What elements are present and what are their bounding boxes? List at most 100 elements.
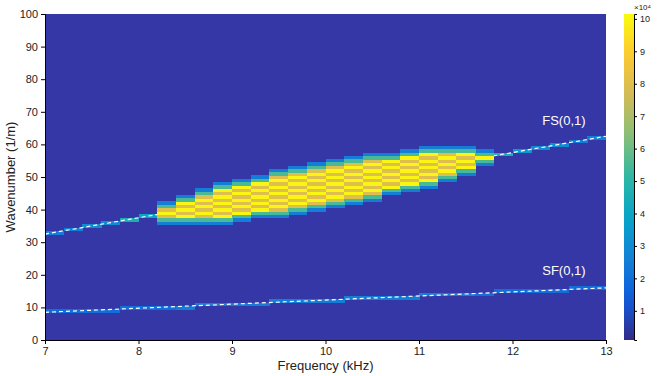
heatmap-cell xyxy=(419,162,438,166)
tick-mark xyxy=(41,47,45,48)
tick-label: 13 xyxy=(600,345,612,357)
heatmap-cell xyxy=(400,172,419,176)
heatmap-cell xyxy=(456,149,475,153)
heatmap-cell xyxy=(307,172,326,176)
heatmap-cell xyxy=(419,172,438,176)
heatmap-cell xyxy=(213,198,232,202)
tick-mark xyxy=(634,84,637,85)
tick: 1 xyxy=(634,306,645,316)
tick: 3 xyxy=(634,241,645,251)
heatmap-cell xyxy=(363,182,382,186)
tick-label: 10 xyxy=(640,14,650,24)
heatmap-cell xyxy=(157,201,176,205)
heatmap-cell xyxy=(438,162,457,166)
heatmap-cell xyxy=(307,201,326,205)
heatmap-cell xyxy=(438,159,457,163)
tick: 50 xyxy=(26,171,45,183)
heatmap-cell xyxy=(400,159,419,163)
heatmap-cell xyxy=(475,153,494,157)
tick: 12 xyxy=(507,340,519,357)
tick-mark xyxy=(634,51,637,52)
heatmap-cell xyxy=(344,179,363,183)
heatmap-cell xyxy=(475,159,494,163)
heatmap-cell xyxy=(288,175,307,179)
heatmap-cell xyxy=(288,205,307,209)
heatmap-cell xyxy=(438,146,457,150)
colorbar-label: ×10⁴ xyxy=(634,3,652,12)
x-axis: 78910111213 xyxy=(42,340,612,357)
heatmap-cell xyxy=(475,162,494,166)
heatmap-cell xyxy=(232,179,251,183)
tick-label: 5 xyxy=(640,176,645,186)
heatmap-cell xyxy=(400,175,419,179)
heatmap-cell xyxy=(269,195,288,199)
heatmap-cell xyxy=(213,192,232,196)
tick-mark xyxy=(634,213,637,214)
series-line xyxy=(45,136,606,234)
tick: 8 xyxy=(634,79,645,89)
cells-low xyxy=(45,136,606,313)
tick: 80 xyxy=(26,73,45,85)
tick-mark xyxy=(41,210,45,211)
heatmap-cell xyxy=(195,201,214,205)
heatmap-cell xyxy=(363,169,382,173)
tick-mark xyxy=(41,242,45,243)
tick-label: 80 xyxy=(26,73,38,85)
heatmap-cell xyxy=(475,156,494,160)
heatmap-cell xyxy=(456,153,475,157)
tick-mark xyxy=(513,340,514,344)
heatmap-cell xyxy=(232,188,251,192)
heatmap-cell xyxy=(195,208,214,212)
tick-label: 100 xyxy=(20,8,38,20)
heatmap-cell xyxy=(400,179,419,183)
heatmap-cell xyxy=(251,175,270,179)
heatmap-cell xyxy=(382,175,401,179)
tick-mark xyxy=(419,340,420,344)
heatmap-cell xyxy=(269,205,288,209)
annotation: FS(0,1) xyxy=(542,113,585,128)
heatmap-cell xyxy=(82,309,101,313)
heatmap-cell xyxy=(400,188,419,192)
heatmap-cell xyxy=(438,149,457,153)
tick-label: 70 xyxy=(26,106,38,118)
tick-mark xyxy=(634,116,637,117)
heatmap-cell xyxy=(344,192,363,196)
heatmap-cell xyxy=(195,195,214,199)
heatmap-cell xyxy=(288,179,307,183)
heatmap-cell xyxy=(382,159,401,163)
heatmap-cell xyxy=(82,224,101,228)
heatmap-cell xyxy=(176,208,195,212)
heatmap-cell xyxy=(139,214,158,218)
heatmap-cell xyxy=(251,208,270,212)
heatmap-cell xyxy=(232,182,251,186)
heatmap-cell xyxy=(363,166,382,170)
heatmap-cell xyxy=(213,185,232,189)
tick: 9 xyxy=(229,340,235,357)
heatmap-cell xyxy=(176,201,195,205)
heatmap-cell xyxy=(232,205,251,209)
heatmap-cell xyxy=(382,179,401,183)
tick-mark xyxy=(634,149,637,150)
tick-mark xyxy=(634,246,637,247)
heatmap-cell xyxy=(400,156,419,160)
heatmap-cell xyxy=(157,208,176,212)
tick: 4 xyxy=(634,209,645,219)
heatmap-cell xyxy=(419,159,438,163)
heatmap-cell xyxy=(363,156,382,160)
heatmap-cell xyxy=(157,211,176,215)
heatmap-cell xyxy=(307,205,326,209)
tick-label: 8 xyxy=(640,79,645,89)
heatmap-cell xyxy=(176,218,195,222)
tick-label: 40 xyxy=(26,204,38,216)
heatmap-cell xyxy=(344,188,363,192)
heatmap-cell xyxy=(213,195,232,199)
heatmap-cell xyxy=(382,156,401,160)
tick-mark xyxy=(41,14,45,15)
tick-mark xyxy=(41,177,45,178)
heatmap-cell xyxy=(344,156,363,160)
tick-label: 1 xyxy=(640,306,645,316)
heatmap-cell xyxy=(363,172,382,176)
heatmap-cell xyxy=(232,195,251,199)
tick: 11 xyxy=(414,340,425,357)
heatmap-cell xyxy=(419,182,438,186)
